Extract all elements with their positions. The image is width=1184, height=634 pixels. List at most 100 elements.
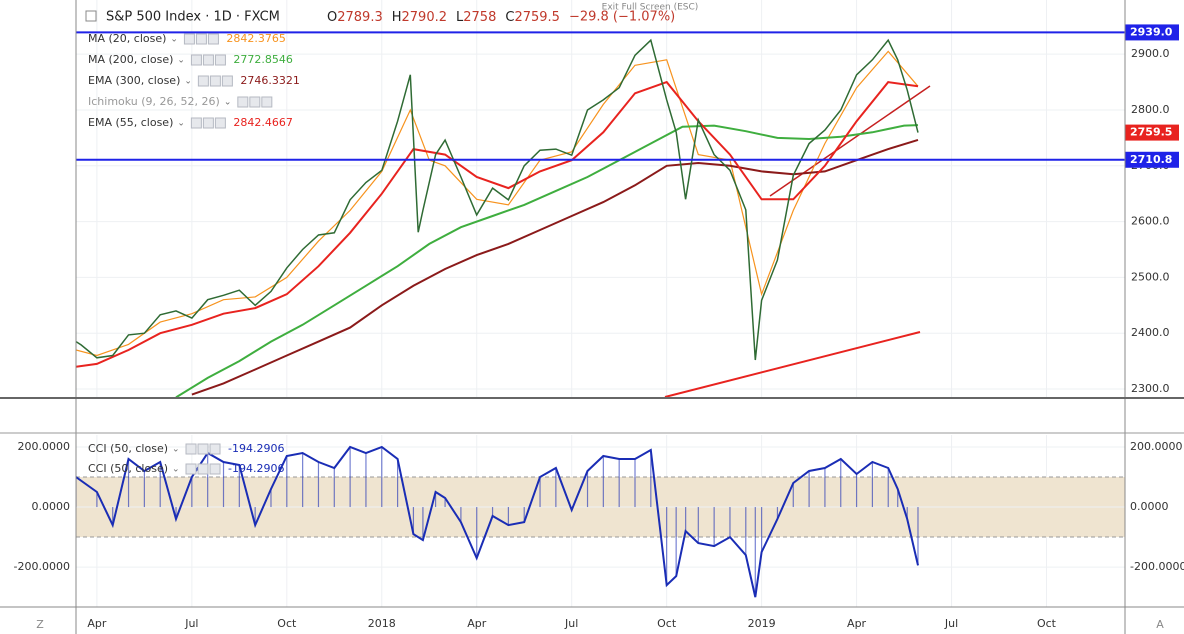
legend-name[interactable]: EMA (55, close) — [88, 116, 173, 129]
x-tick-label: Oct — [1037, 617, 1057, 630]
last-price-label: 2759.5 — [1130, 126, 1172, 139]
legend-value: -194.2906 — [228, 442, 284, 455]
y-tick-label: 0.0000 — [32, 500, 71, 513]
ohlc-letter: O — [327, 10, 337, 25]
y-tick-label: 2800.0 — [1131, 103, 1170, 116]
last-price-bg — [1125, 124, 1179, 141]
legend-icon[interactable] — [209, 75, 221, 87]
series-line — [175, 124, 919, 397]
legend-name[interactable]: Ichimoku (9, 26, 52, 26) — [88, 95, 220, 108]
ohlc-value: O2789.3 — [327, 10, 383, 25]
legend-icon[interactable] — [197, 463, 209, 475]
ohlc-value: L2758 — [456, 10, 496, 25]
y-tick-label: 2400.0 — [1131, 326, 1170, 339]
y-tick-label: 2900.0 — [1131, 47, 1170, 60]
legend-icon[interactable] — [209, 443, 221, 455]
legend-caret: ⌄ — [172, 465, 180, 475]
legend-icon[interactable] — [190, 117, 202, 129]
price-label-bg — [1125, 151, 1179, 168]
x-tick-label: 2018 — [368, 617, 396, 630]
axis-button[interactable]: A — [1156, 618, 1164, 631]
ohlc-letter: L — [456, 10, 464, 25]
legend-icon[interactable] — [190, 54, 202, 66]
legend-icon[interactable] — [261, 96, 273, 108]
cci-pane — [76, 445, 1125, 598]
y-tick-label: 200.0000 — [1130, 440, 1183, 453]
ohlc-number: 2758 — [463, 10, 496, 25]
price-pane — [76, 38, 931, 397]
change: −29.8 (−1.07%) — [569, 10, 675, 25]
price-label: 2710.8 — [1130, 153, 1172, 166]
x-tick-label: Jul — [564, 617, 578, 630]
collapse-icon[interactable] — [85, 10, 97, 22]
legend-icon[interactable] — [197, 443, 209, 455]
legend-icon[interactable] — [214, 54, 226, 66]
legend-name[interactable]: MA (200, close) — [88, 53, 173, 66]
y-tick-label: 2500.0 — [1131, 270, 1170, 283]
chart-title: S&P 500 Index · 1D · FXCM — [106, 10, 280, 25]
axis-button[interactable]: Z — [36, 618, 44, 631]
legend-icon[interactable] — [209, 463, 221, 475]
x-tick-label: Oct — [277, 617, 297, 630]
y-tick-label: 2300.0 — [1131, 382, 1170, 395]
legend-icon[interactable] — [249, 96, 261, 108]
x-tick-label: 2019 — [748, 617, 776, 630]
ohlc-letter: C — [505, 10, 514, 25]
legend-value: 2746.3321 — [240, 74, 300, 87]
x-tick-label: Apr — [847, 617, 867, 630]
series-line — [76, 80, 919, 368]
legend-name[interactable]: EMA (300, close) — [88, 74, 180, 87]
legend-icon[interactable] — [185, 463, 197, 475]
x-tick-label: Apr — [467, 617, 487, 630]
trend-line — [664, 331, 921, 397]
ohlc-number: 2759.5 — [514, 10, 560, 25]
legend-name[interactable]: MA (20, close) — [88, 32, 166, 45]
exit-full-screen[interactable]: Exit Full Screen (ESC) — [602, 3, 699, 13]
series-line — [76, 50, 919, 357]
legend-icon[interactable] — [185, 443, 197, 455]
legend-icon[interactable] — [202, 117, 214, 129]
legend-caret: ⌄ — [184, 77, 192, 87]
y-tick-label: -200.0000 — [14, 560, 70, 573]
legend-icon[interactable] — [237, 96, 249, 108]
legend-caret: ⌄ — [177, 56, 185, 66]
legend-icon[interactable] — [221, 75, 233, 87]
legend-icon[interactable] — [202, 54, 214, 66]
legend-caret: ⌄ — [170, 35, 178, 45]
legend-icon[interactable] — [214, 117, 226, 129]
legend-icon[interactable] — [207, 33, 219, 45]
legend-icon[interactable] — [183, 33, 195, 45]
y-tick-label: 0.0000 — [1130, 500, 1169, 513]
legend-name[interactable]: CCI (50, close) — [88, 462, 168, 475]
ohlc-letter: H — [392, 10, 402, 25]
overlay: Apr Jul Oct 2018 Apr Jul Oct 2019 Apr Jul Oct 2300.… — [14, 10, 1184, 631]
legend-caret: ⌄ — [172, 445, 180, 455]
price-label: 2939.0 — [1130, 25, 1173, 38]
ohlc-number: 2790.2 — [402, 10, 448, 25]
x-tick-label: Oct — [657, 617, 677, 630]
price-label-bg — [1125, 24, 1179, 41]
series-line — [76, 445, 919, 598]
y-tick-label: 200.0000 — [18, 440, 71, 453]
series-line — [76, 38, 919, 361]
x-tick-label: Jul — [184, 617, 198, 630]
trend-line — [769, 85, 931, 197]
legend-value: -194.2906 — [228, 462, 284, 475]
legend-icon[interactable] — [197, 75, 209, 87]
legend-icon[interactable] — [195, 33, 207, 45]
y-tick-label: 2600.0 — [1131, 215, 1170, 228]
series-line — [191, 138, 919, 396]
x-tick-label: Jul — [944, 617, 958, 630]
ohlc-value: C2759.5 — [505, 10, 560, 25]
legend-caret: ⌄ — [224, 98, 232, 108]
ohlc-value: H2790.2 — [392, 10, 447, 25]
ohlc-number: 2789.3 — [337, 10, 383, 25]
legend-name[interactable]: CCI (50, close) — [88, 442, 168, 455]
legend-caret: ⌄ — [177, 119, 185, 129]
legend-value: 2842.4667 — [233, 116, 293, 129]
legend-value: 2772.8546 — [233, 53, 293, 66]
legend-value: 2842.3765 — [226, 32, 286, 45]
x-tick-label: Apr — [87, 617, 107, 630]
y-tick-label: -200.0000 — [1130, 560, 1184, 573]
